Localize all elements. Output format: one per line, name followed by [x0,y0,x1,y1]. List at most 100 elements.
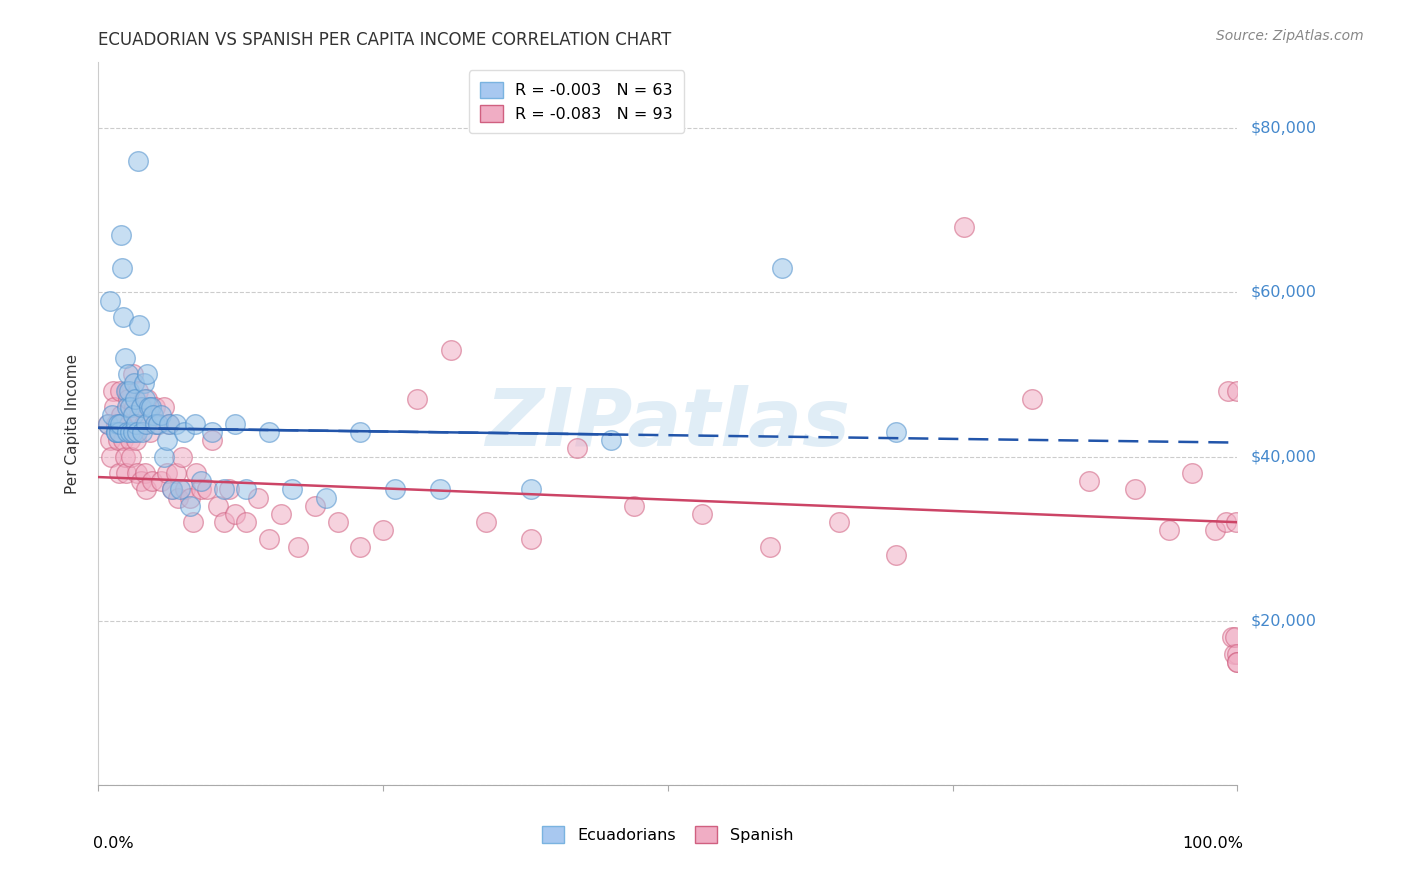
Point [157,417,180,431]
Point [132,417,155,431]
Point [1226,384,1249,398]
Point [120,450,142,464]
Point [153,450,176,464]
Point [110,227,132,242]
Point [259,425,281,439]
Point [1215,515,1237,529]
Point [156,466,179,480]
Point [1181,466,1204,480]
Point [131,401,153,415]
Legend: Ecuadorians, Spanish: Ecuadorians, Spanish [536,820,800,849]
Point [1223,647,1246,661]
Point [101,409,124,423]
Point [179,499,201,513]
Point [127,466,149,480]
Point [156,433,179,447]
Point [114,384,136,398]
Point [1223,630,1246,644]
Point [128,318,150,333]
Point [1218,384,1240,398]
Point [235,515,257,529]
Point [96,417,118,431]
Point [105,425,128,439]
Point [326,515,349,529]
Point [112,433,135,447]
Point [129,401,152,415]
Point [173,425,195,439]
Point [135,417,157,431]
Point [115,425,138,439]
Point [287,540,309,554]
Point [145,401,167,415]
Point [138,401,160,415]
Point [169,483,191,497]
Point [134,466,156,480]
Point [129,474,152,488]
Point [108,425,131,439]
Point [96,417,118,431]
Point [770,260,793,275]
Point [690,507,713,521]
Point [114,466,136,480]
Point [1226,647,1249,661]
Point [218,483,240,497]
Point [127,153,149,168]
Point [136,368,159,382]
Point [114,450,136,464]
Point [1078,474,1101,488]
Point [115,401,138,415]
Point [127,425,149,439]
Text: $80,000: $80,000 [1251,120,1317,136]
Point [104,425,127,439]
Point [520,483,543,497]
Text: ECUADORIAN VS SPANISH PER CAPITA INCOME CORRELATION CHART: ECUADORIAN VS SPANISH PER CAPITA INCOME … [98,31,672,49]
Point [565,442,588,456]
Point [111,260,134,275]
Point [162,483,184,497]
Point [120,401,142,415]
Point [138,425,160,439]
Point [224,507,246,521]
Point [118,417,141,431]
Point [1226,655,1249,669]
Point [828,515,851,529]
Point [100,450,122,464]
Point [212,483,235,497]
Point [117,392,139,406]
Point [170,450,193,464]
Point [1225,515,1247,529]
Point [139,401,162,415]
Point [125,433,148,447]
Point [884,425,907,439]
Point [118,384,141,398]
Point [98,293,121,308]
Point [1226,655,1249,669]
Point [114,351,136,365]
Text: $60,000: $60,000 [1251,285,1317,300]
Point [153,401,176,415]
Point [259,532,281,546]
Y-axis label: Per Capita Income: Per Capita Income [65,353,80,494]
Point [108,466,131,480]
Point [127,384,149,398]
Point [165,417,187,431]
Point [270,507,292,521]
Point [201,425,224,439]
Point [246,491,269,505]
Point [1021,392,1043,406]
Point [103,384,125,398]
Point [121,368,143,382]
Point [474,515,496,529]
Point [107,433,129,447]
Point [107,417,129,431]
Point [1220,630,1243,644]
Point [121,425,143,439]
Point [190,483,212,497]
Point [157,417,180,431]
Text: $20,000: $20,000 [1251,614,1317,628]
Point [429,483,451,497]
Point [406,392,429,406]
Point [600,433,623,447]
Point [108,417,131,431]
Point [235,483,257,497]
